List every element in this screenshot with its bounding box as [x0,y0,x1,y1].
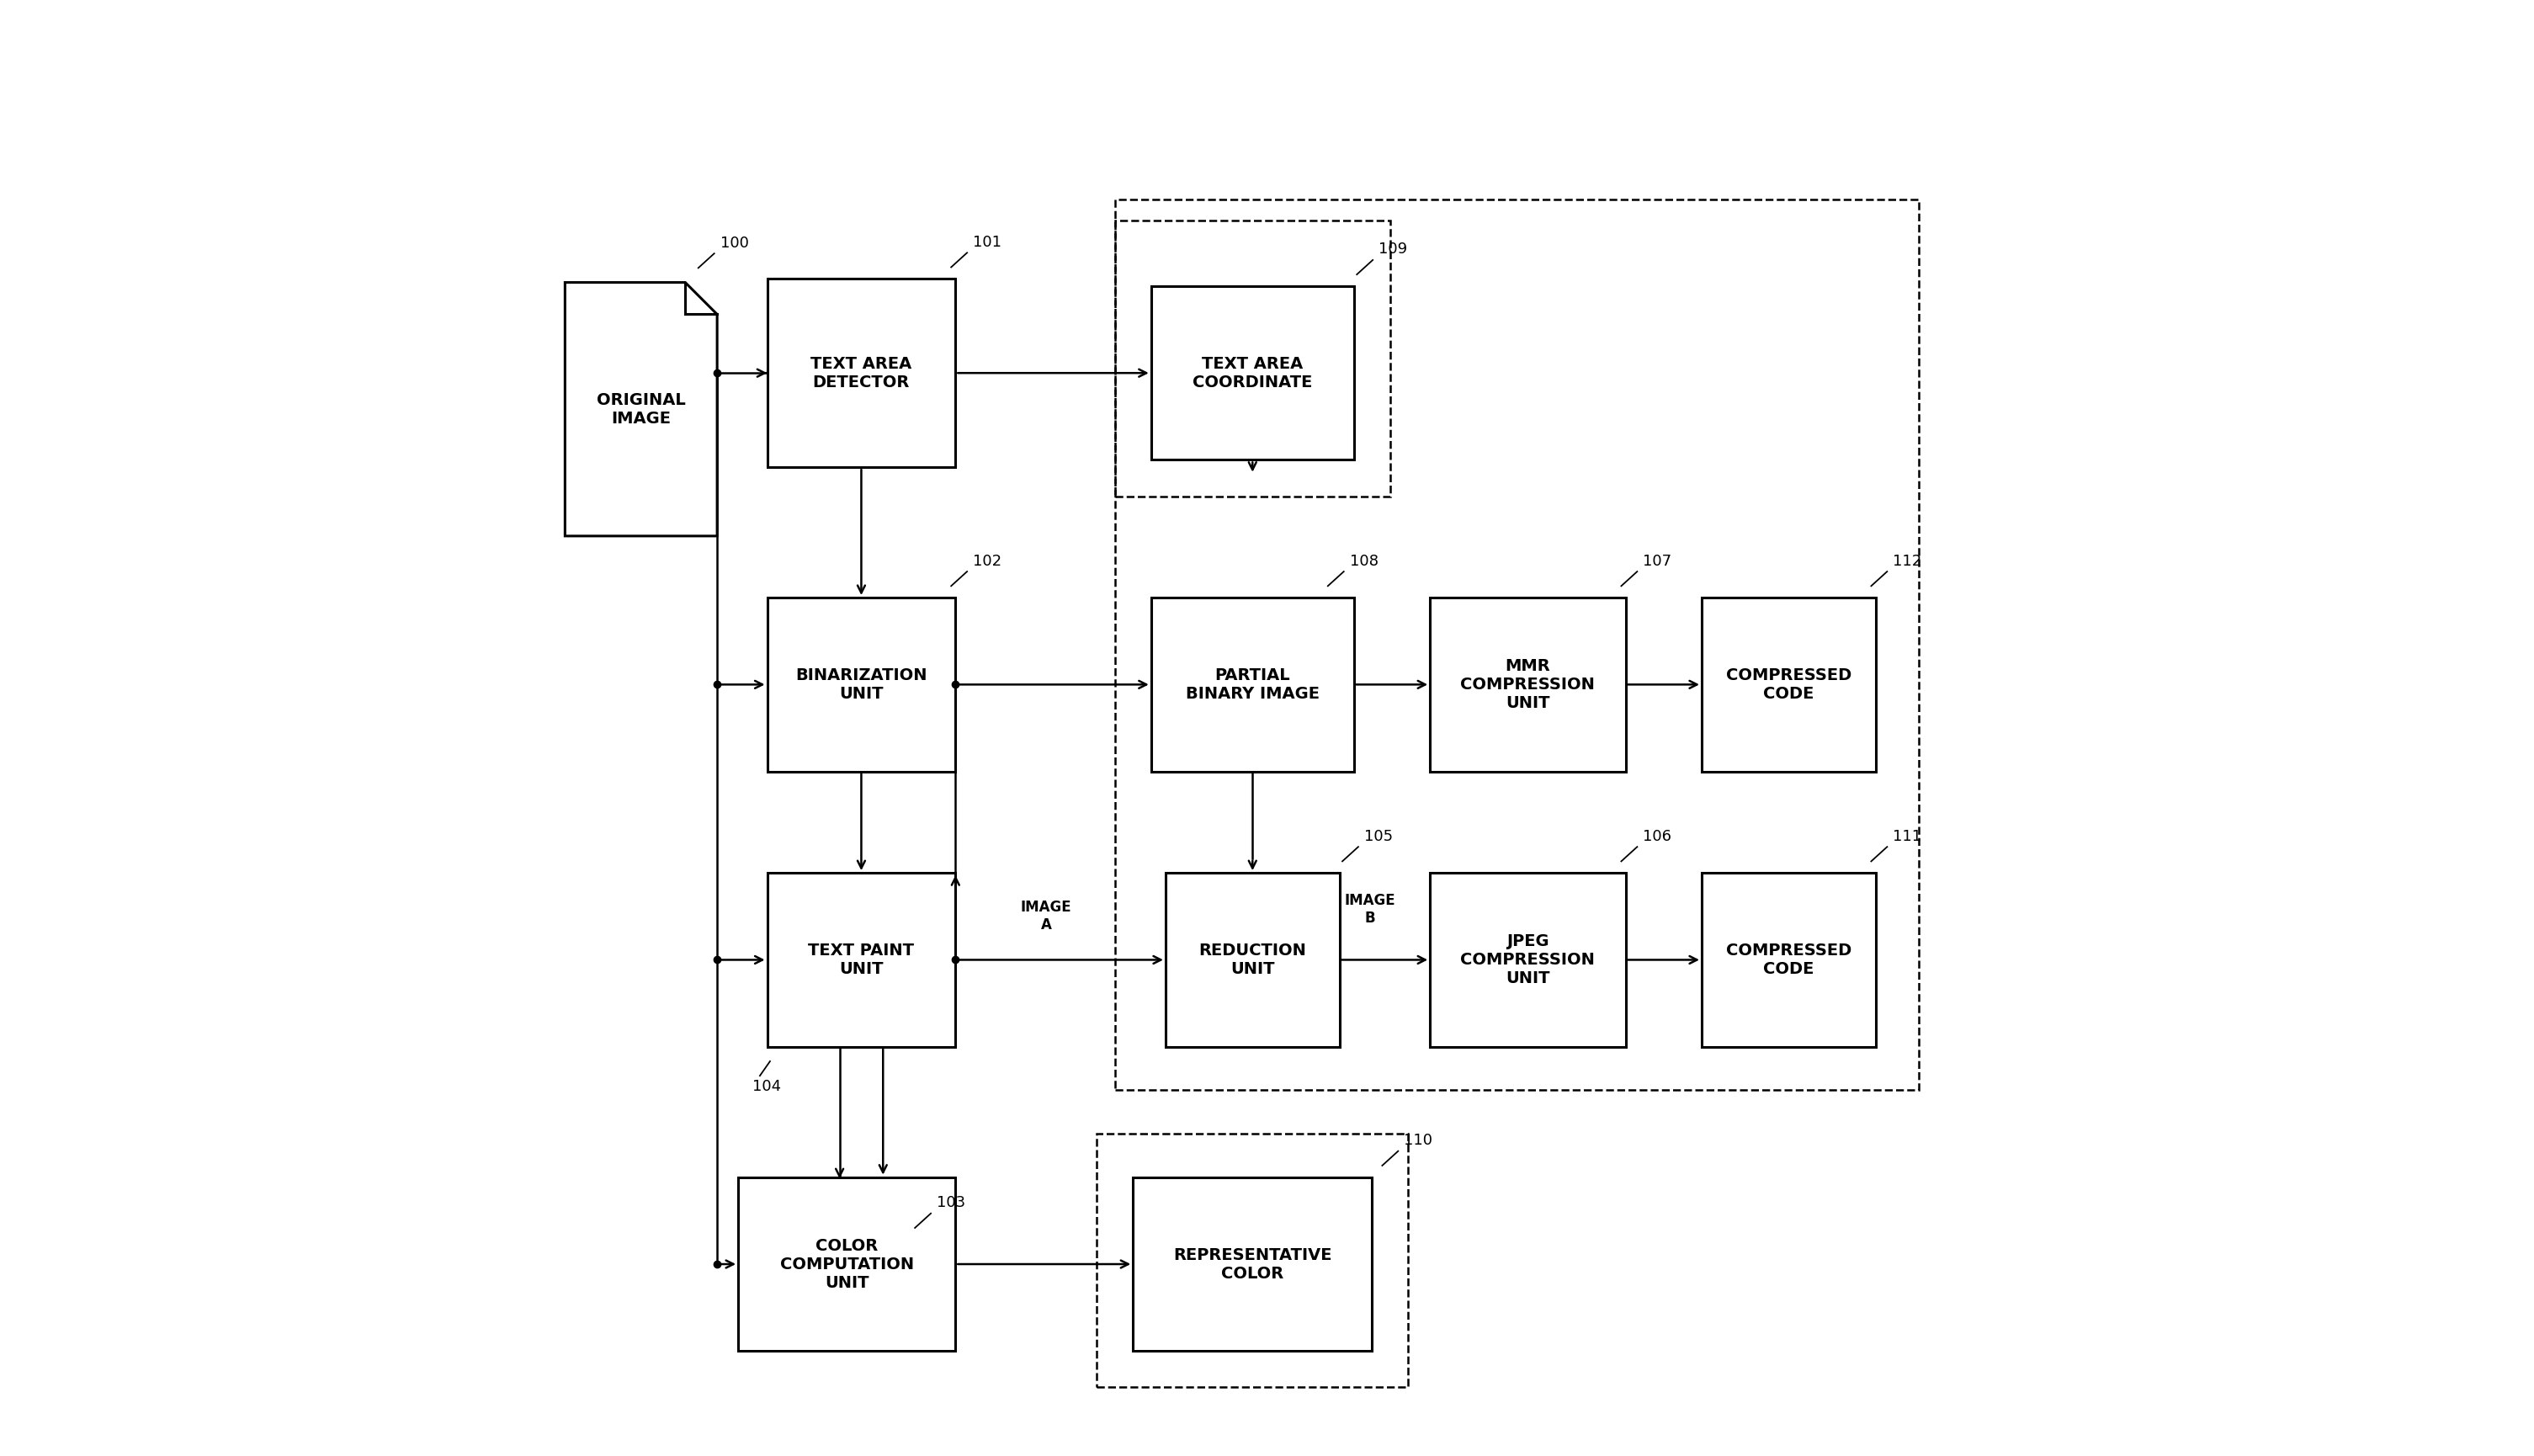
Text: 102: 102 [973,553,1001,569]
Text: TEXT PAINT
UNIT: TEXT PAINT UNIT [808,942,915,977]
Bar [1115,199,1918,1091]
Text: 103: 103 [938,1195,965,1210]
Text: COMPRESSED
CODE: COMPRESSED CODE [1726,942,1852,977]
Text: COLOR
COMPUTATION
UNIT: COLOR COMPUTATION UNIT [780,1238,915,1290]
Bar [1150,285,1353,460]
Bar [1703,874,1875,1047]
Bar [1097,1134,1409,1388]
Text: 106: 106 [1642,828,1672,844]
Text: REDUCTION
UNIT: REDUCTION UNIT [1199,942,1308,977]
Bar [768,278,955,467]
Text: MMR
COMPRESSION
UNIT: MMR COMPRESSION UNIT [1460,658,1594,711]
Text: 110: 110 [1404,1133,1432,1149]
Bar [1166,874,1340,1047]
Text: 101: 101 [973,234,1001,250]
Bar [1115,221,1391,496]
Text: 108: 108 [1351,553,1378,569]
Text: 111: 111 [1893,828,1921,844]
Text: ORIGINAL
IMAGE: ORIGINAL IMAGE [595,392,687,427]
Text: REPRESENTATIVE
COLOR: REPRESENTATIVE COLOR [1173,1246,1333,1281]
Text: TEXT AREA
DETECTOR: TEXT AREA DETECTOR [811,355,912,390]
Bar [1429,597,1627,772]
Text: 104: 104 [753,1079,780,1093]
Text: PARTIAL
BINARY IMAGE: PARTIAL BINARY IMAGE [1186,667,1320,702]
Text: 107: 107 [1642,553,1672,569]
Text: 100: 100 [720,236,748,250]
Text: COMPRESSED
CODE: COMPRESSED CODE [1726,667,1852,702]
Text: 105: 105 [1363,828,1394,844]
Text: BINARIZATION
UNIT: BINARIZATION UNIT [796,667,927,702]
Text: IMAGE
B: IMAGE B [1346,893,1396,926]
Bar [737,1178,955,1351]
Polygon shape [565,282,717,536]
Bar [768,874,955,1047]
Text: TEXT AREA
COORDINATE: TEXT AREA COORDINATE [1194,355,1313,390]
Text: 109: 109 [1378,242,1406,258]
Bar [1150,597,1353,772]
Bar [768,597,955,772]
Bar [1429,874,1627,1047]
Text: 112: 112 [1893,553,1921,569]
Bar [1133,1178,1371,1351]
Bar [1703,597,1875,772]
Text: JPEG
COMPRESSION
UNIT: JPEG COMPRESSION UNIT [1460,933,1594,986]
Text: IMAGE
A: IMAGE A [1021,900,1072,933]
